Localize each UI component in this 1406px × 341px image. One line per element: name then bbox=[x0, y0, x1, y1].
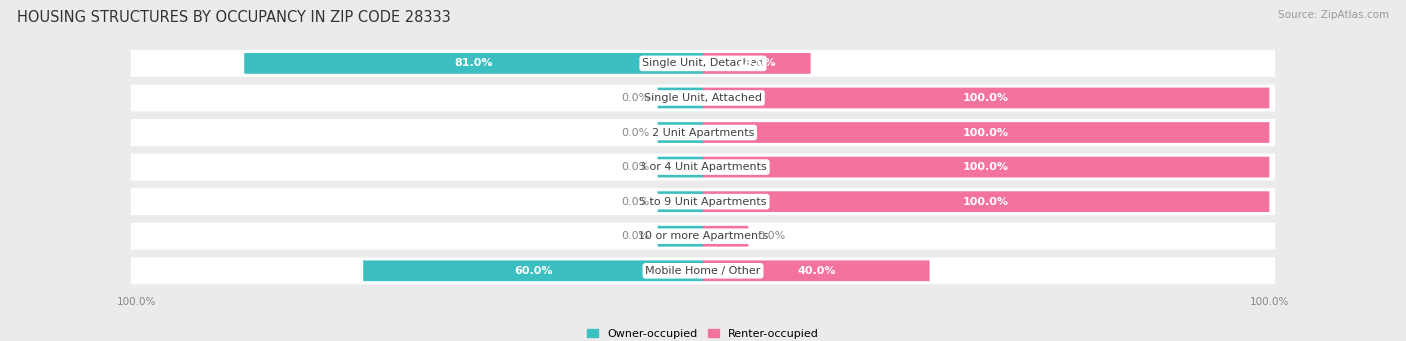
Text: 100.0%: 100.0% bbox=[963, 128, 1010, 137]
Text: Single Unit, Detached: Single Unit, Detached bbox=[643, 58, 763, 69]
FancyBboxPatch shape bbox=[703, 261, 929, 281]
FancyBboxPatch shape bbox=[363, 261, 703, 281]
Text: 100.0%: 100.0% bbox=[963, 162, 1010, 172]
FancyBboxPatch shape bbox=[703, 53, 811, 74]
FancyBboxPatch shape bbox=[703, 157, 1270, 177]
Text: 10 or more Apartments: 10 or more Apartments bbox=[638, 231, 768, 241]
Text: 0.0%: 0.0% bbox=[621, 93, 650, 103]
FancyBboxPatch shape bbox=[131, 257, 1275, 284]
FancyBboxPatch shape bbox=[245, 53, 703, 74]
Text: Mobile Home / Other: Mobile Home / Other bbox=[645, 266, 761, 276]
Text: 100.0%: 100.0% bbox=[963, 197, 1010, 207]
Text: 100.0%: 100.0% bbox=[963, 93, 1010, 103]
FancyBboxPatch shape bbox=[131, 50, 1275, 77]
FancyBboxPatch shape bbox=[658, 226, 703, 247]
Text: 19.0%: 19.0% bbox=[738, 58, 776, 69]
FancyBboxPatch shape bbox=[131, 223, 1275, 250]
FancyBboxPatch shape bbox=[131, 85, 1275, 112]
FancyBboxPatch shape bbox=[658, 191, 703, 212]
FancyBboxPatch shape bbox=[131, 119, 1275, 146]
FancyBboxPatch shape bbox=[658, 122, 703, 143]
Text: 40.0%: 40.0% bbox=[797, 266, 835, 276]
FancyBboxPatch shape bbox=[131, 188, 1275, 215]
Text: Source: ZipAtlas.com: Source: ZipAtlas.com bbox=[1278, 10, 1389, 20]
Text: 0.0%: 0.0% bbox=[621, 231, 650, 241]
FancyBboxPatch shape bbox=[131, 153, 1275, 181]
Text: 81.0%: 81.0% bbox=[454, 58, 494, 69]
Text: 5 to 9 Unit Apartments: 5 to 9 Unit Apartments bbox=[640, 197, 766, 207]
Text: 0.0%: 0.0% bbox=[756, 231, 785, 241]
Text: Single Unit, Attached: Single Unit, Attached bbox=[644, 93, 762, 103]
FancyBboxPatch shape bbox=[658, 88, 703, 108]
Legend: Owner-occupied, Renter-occupied: Owner-occupied, Renter-occupied bbox=[582, 324, 824, 341]
Text: 3 or 4 Unit Apartments: 3 or 4 Unit Apartments bbox=[640, 162, 766, 172]
Text: 60.0%: 60.0% bbox=[513, 266, 553, 276]
FancyBboxPatch shape bbox=[703, 191, 1270, 212]
FancyBboxPatch shape bbox=[658, 157, 703, 177]
Text: 0.0%: 0.0% bbox=[621, 197, 650, 207]
FancyBboxPatch shape bbox=[703, 88, 1270, 108]
Text: HOUSING STRUCTURES BY OCCUPANCY IN ZIP CODE 28333: HOUSING STRUCTURES BY OCCUPANCY IN ZIP C… bbox=[17, 10, 450, 25]
Text: 2 Unit Apartments: 2 Unit Apartments bbox=[652, 128, 754, 137]
Text: 0.0%: 0.0% bbox=[621, 128, 650, 137]
FancyBboxPatch shape bbox=[703, 122, 1270, 143]
FancyBboxPatch shape bbox=[703, 226, 748, 247]
Text: 0.0%: 0.0% bbox=[621, 162, 650, 172]
